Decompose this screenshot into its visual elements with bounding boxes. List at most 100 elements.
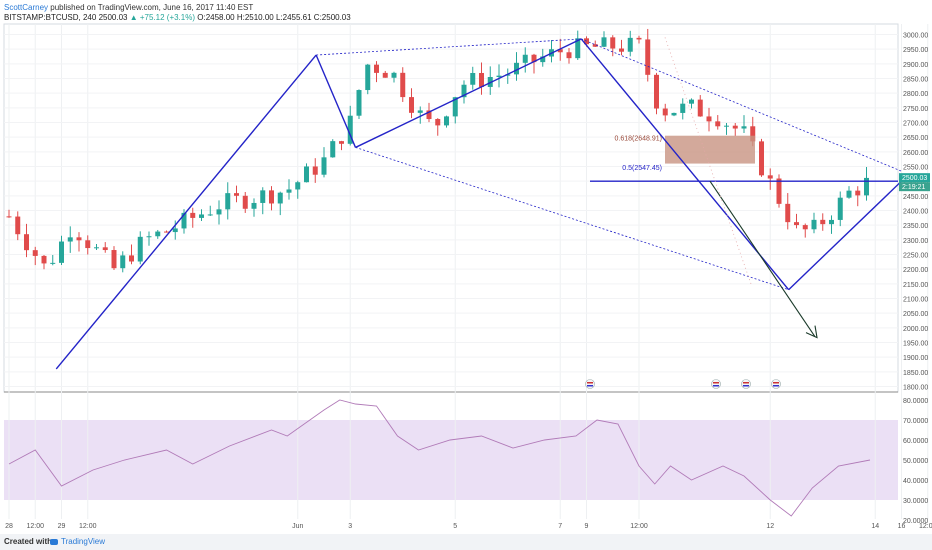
candle-body (400, 72, 406, 98)
price-tick-label: 2650.00 (903, 135, 928, 142)
rsi-tick-label: 50.0000 (903, 458, 928, 465)
chart-header: ScottCarney published on TradingView.com… (4, 2, 253, 13)
candle-body (295, 182, 301, 190)
candle-body (181, 212, 187, 229)
price-pane (3, 23, 899, 393)
price-tick-label: 2100.00 (903, 297, 928, 304)
candle-body (382, 72, 388, 78)
candle-body (59, 241, 64, 263)
x-tick-label: 9 (585, 523, 589, 530)
candle-body (557, 49, 563, 53)
candle-body (190, 212, 196, 218)
candle-body (269, 190, 274, 204)
ohlc-label: O:2458.00 H:2510.00 L:2455.61 C:2500.03 (197, 13, 351, 22)
price-tick-label: 2000.00 (903, 326, 928, 333)
price-tick-label: 2950.00 (903, 47, 928, 54)
candle-body (829, 219, 834, 225)
price-tick-label: 1800.00 (903, 385, 928, 392)
candle-body (750, 126, 756, 142)
event-flag-icon (741, 379, 751, 389)
candle-body (662, 108, 668, 116)
candle-body (479, 72, 484, 87)
flag-stripe (773, 385, 779, 387)
flag-circle (771, 379, 781, 389)
footer-bar: Created with TradingView (0, 534, 932, 550)
candle-body (234, 193, 239, 196)
price-tick-label: 1850.00 (903, 370, 928, 377)
price-tick-label: 3000.00 (903, 33, 928, 40)
x-tick-label: 14 (871, 523, 879, 530)
rsi-tick-label: 80.0000 (903, 398, 928, 405)
rsi-band (4, 420, 898, 500)
candle-body (102, 247, 108, 251)
candle-body (540, 56, 546, 63)
candle-body (566, 52, 572, 59)
candle-body (496, 75, 502, 78)
candle-body (575, 38, 581, 59)
rsi-line (8, 399, 871, 517)
candle-body (846, 190, 852, 198)
candle-body (111, 250, 117, 269)
flag-stripe (773, 382, 779, 384)
flag-stripe (743, 385, 749, 387)
pattern-leg-4 (788, 180, 902, 291)
candle-body (199, 214, 204, 218)
candle-body (155, 231, 161, 237)
tradingview-brand[interactable]: TradingView (50, 534, 105, 550)
x-tick-label: 28 (5, 523, 13, 530)
x-tick-label: 3 (348, 523, 352, 530)
candle-body (794, 222, 799, 226)
candle-body (724, 125, 729, 127)
candle-body (304, 166, 309, 183)
pattern-leg-2 (355, 38, 582, 149)
x-tick-label: 12 (766, 523, 774, 530)
chart-canvas[interactable]: 1800.00 1850.00 1900.00 1950.00 2000.00 2050.… (0, 0, 932, 534)
candle-body (76, 237, 82, 241)
candle-body (776, 178, 782, 204)
pattern-leg-1 (315, 54, 357, 148)
rsi-tick-label: 30.0000 (903, 498, 928, 505)
last-price-bg (899, 173, 930, 183)
flag-circle (711, 379, 721, 389)
candle-body (216, 209, 222, 215)
symbol-label: BITSTAMP:BTCUSD, 240 (4, 13, 97, 22)
candle-body (785, 203, 791, 223)
author-link[interactable]: ScottCarney (4, 3, 49, 12)
candle-body (855, 190, 861, 196)
fib-label: 0.5(2547.45) (622, 165, 662, 172)
candle-body (67, 237, 73, 242)
candle-body (164, 231, 169, 233)
candle-body (610, 37, 616, 49)
x-tick-label: 5 (453, 523, 457, 530)
flag-circle (741, 379, 751, 389)
candle-body (94, 247, 99, 249)
flag-stripe (587, 382, 593, 384)
price-tick-label: 2850.00 (903, 77, 928, 84)
projection-arrow (709, 180, 816, 337)
rsi-tick-label: 20.0000 (903, 518, 928, 525)
candle-body (470, 72, 476, 85)
event-flag-icon (711, 379, 721, 389)
candle-body (251, 202, 257, 209)
event-flag-icon (585, 379, 595, 389)
candle-body (741, 126, 747, 129)
price-tick-label: 2600.00 (903, 150, 928, 157)
candle-body (146, 236, 152, 238)
candle-body (417, 110, 423, 113)
candle-body (636, 37, 642, 40)
price-tick-label: 2800.00 (903, 91, 928, 98)
candle-body (680, 103, 686, 113)
last-price-tag: 2500.03 2:19:21 (899, 173, 930, 192)
candle-body (444, 116, 449, 126)
x-tick-label: 7 (558, 523, 562, 530)
candle-body (461, 84, 467, 98)
candle-body (24, 234, 29, 251)
flag-stripe (713, 385, 719, 387)
candle-body (50, 262, 56, 264)
x-tick-label: 12:00 (79, 523, 97, 530)
candle-body (820, 219, 826, 225)
pattern-dotted-ad (355, 147, 789, 291)
candle-body (330, 141, 336, 158)
candle-body (172, 228, 178, 233)
channel-dotted (664, 37, 753, 287)
